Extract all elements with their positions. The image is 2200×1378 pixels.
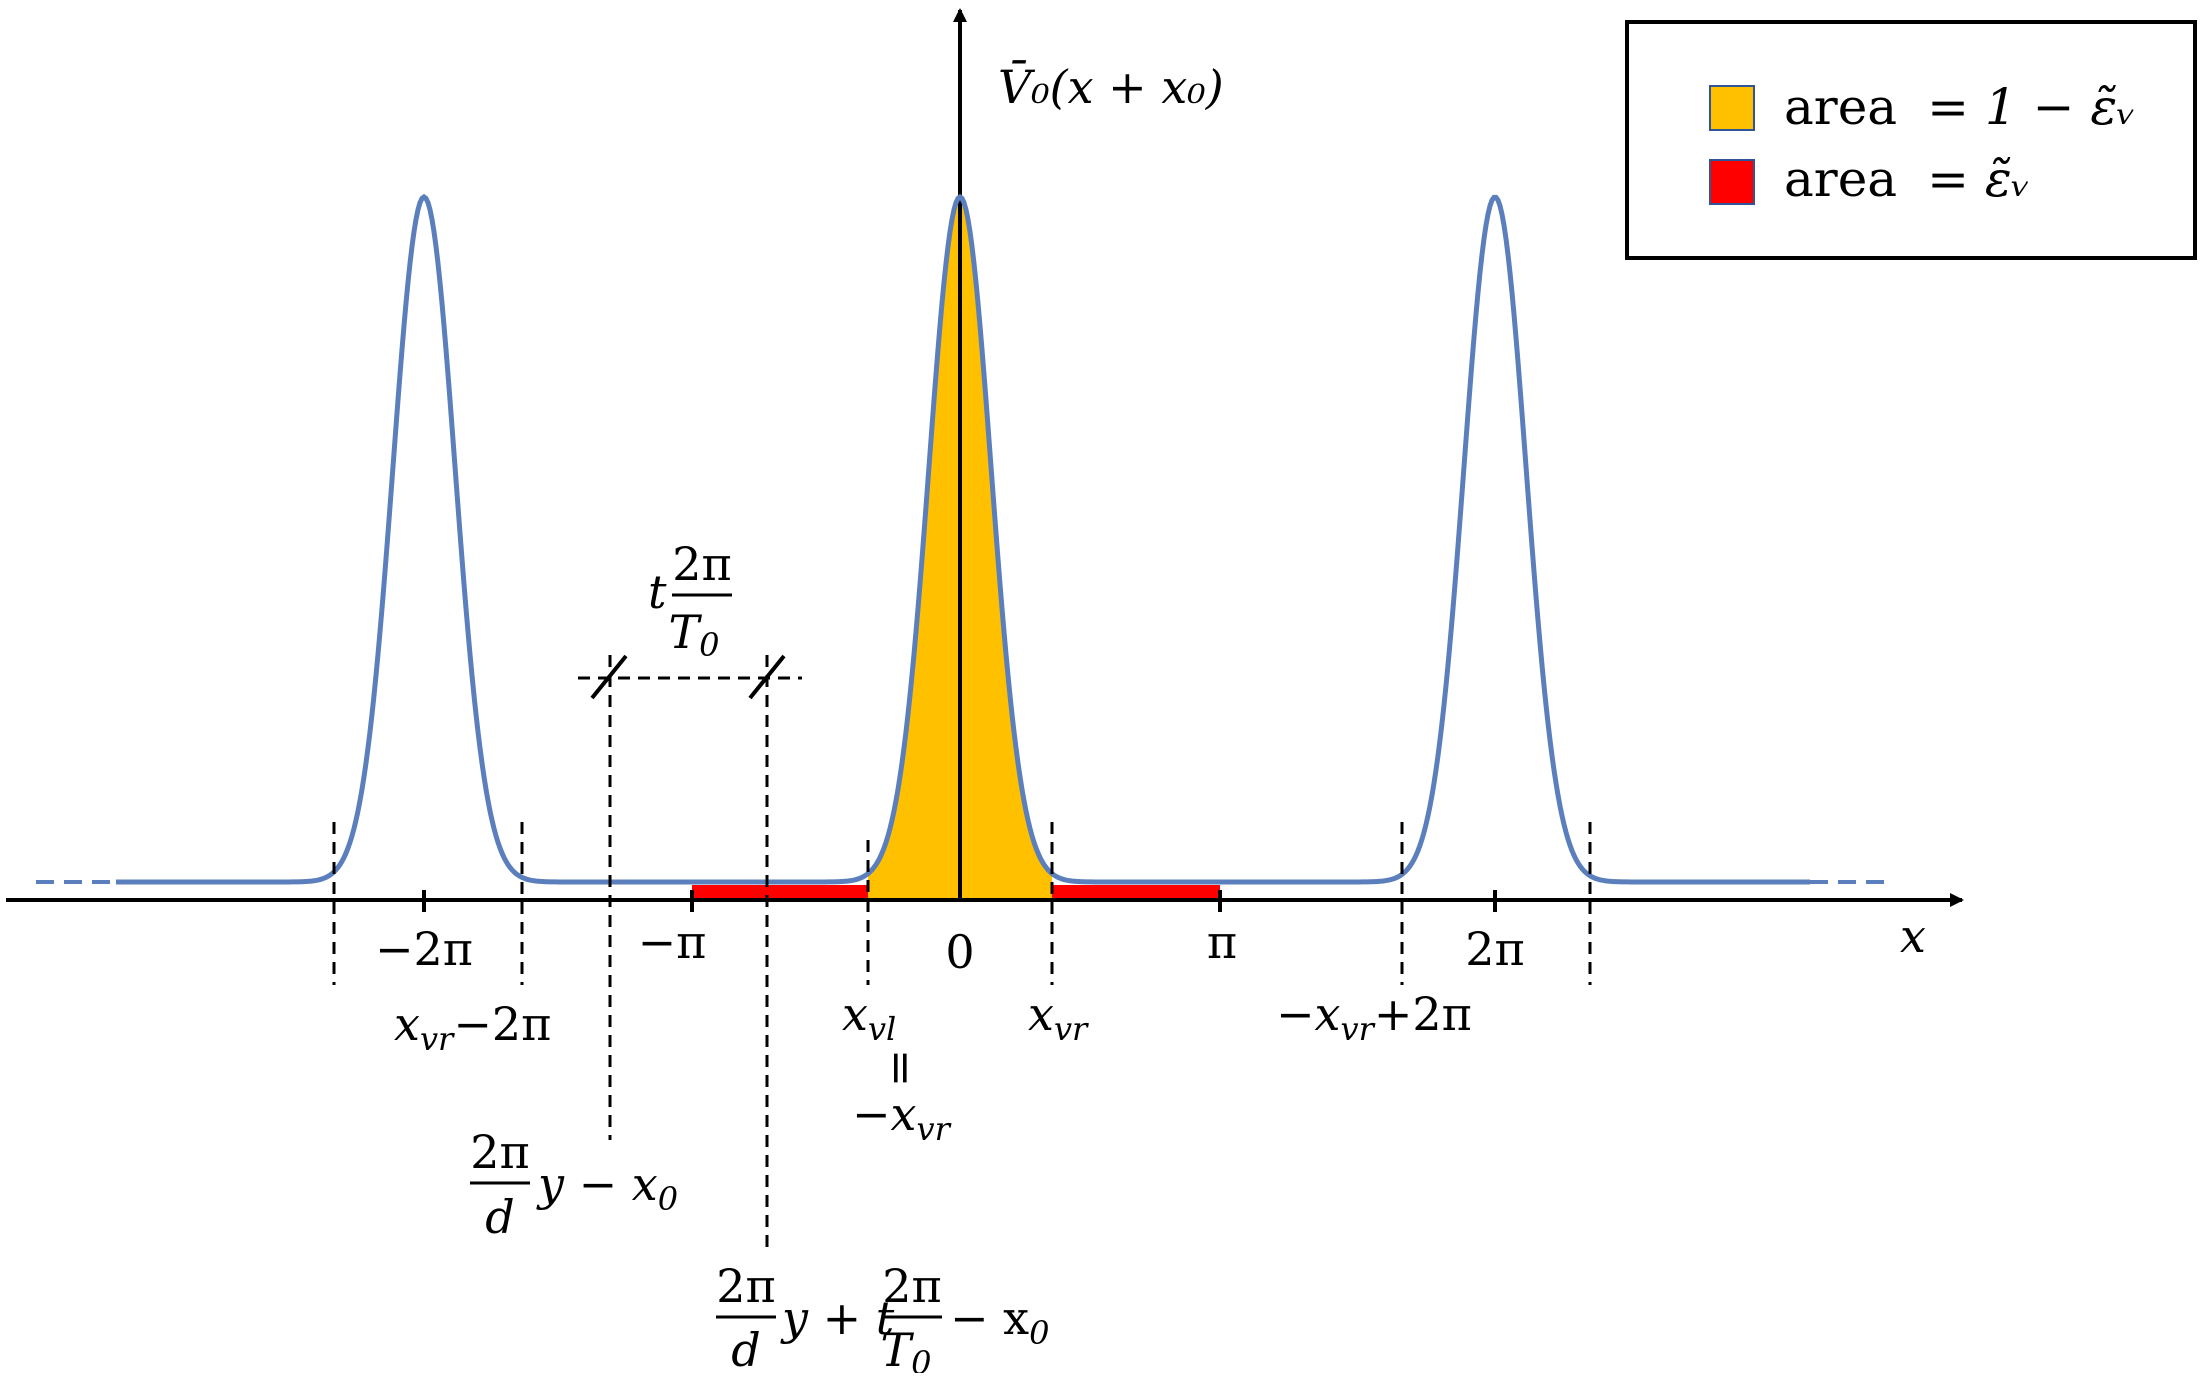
svg-text:2π: 2π — [672, 537, 732, 591]
label-xvr: xvr — [1028, 987, 1089, 1048]
legend-swatch-yellow — [1709, 85, 1755, 131]
tick-label-pos2pi: 2π — [1465, 922, 1525, 976]
legend-label-2: area = ε̃ᵥ — [1784, 150, 2030, 208]
tick-label-pi: π — [1207, 915, 1237, 969]
svg-text:T0: T0 — [668, 605, 719, 664]
label-xvr-minus-2pi: xvr−2π — [394, 997, 551, 1058]
expr-left-position: 2π d y − x0 — [470, 1125, 678, 1244]
y-axis-label: V̄₀(x + x₀) — [998, 59, 1224, 114]
tick-label-negpi: −π — [638, 915, 707, 969]
tick-label-neg2pi: −2π — [375, 922, 473, 976]
red-tail-area-left — [692, 885, 868, 898]
svg-text:t: t — [648, 565, 667, 619]
legend-swatch-red — [1709, 159, 1755, 205]
legend-label-1: area = 1 − ε̃ᵥ — [1784, 78, 2136, 136]
expr-right-position: 2π d y + t 2π T0 − x0 — [716, 1259, 1049, 1378]
x-axis-label: x — [1900, 909, 1926, 963]
svg-text:− x0: − x0 — [950, 1291, 1049, 1352]
svg-text:T0: T0 — [880, 1323, 931, 1373]
tick-label-zero: 0 — [945, 925, 974, 979]
svg-text:d: d — [485, 1190, 514, 1244]
label-equals-vertical: = — [875, 1049, 929, 1088]
shift-label: t 2π T0 — [648, 537, 732, 664]
label-neg-xvr: −xvr — [852, 1087, 952, 1148]
label-xvl: xvl — [842, 987, 896, 1048]
legend: area = 1 − ε̃ᵥ area = ε̃ᵥ — [1625, 20, 2197, 260]
svg-text:2π: 2π — [716, 1259, 776, 1313]
red-tail-area-right — [1052, 885, 1220, 898]
svg-text:y + t: y + t — [780, 1291, 895, 1345]
svg-text:d: d — [731, 1323, 760, 1373]
svg-text:y − x0: y − x0 — [536, 1157, 678, 1218]
shift-slash-right — [748, 654, 786, 700]
svg-text:2π: 2π — [882, 1259, 942, 1313]
svg-text:2π: 2π — [470, 1125, 530, 1179]
potential-curve — [116, 193, 1810, 885]
shift-slash-left — [590, 654, 628, 700]
label-neg-xvr-plus-2pi: −xvr+2π — [1276, 987, 1472, 1048]
